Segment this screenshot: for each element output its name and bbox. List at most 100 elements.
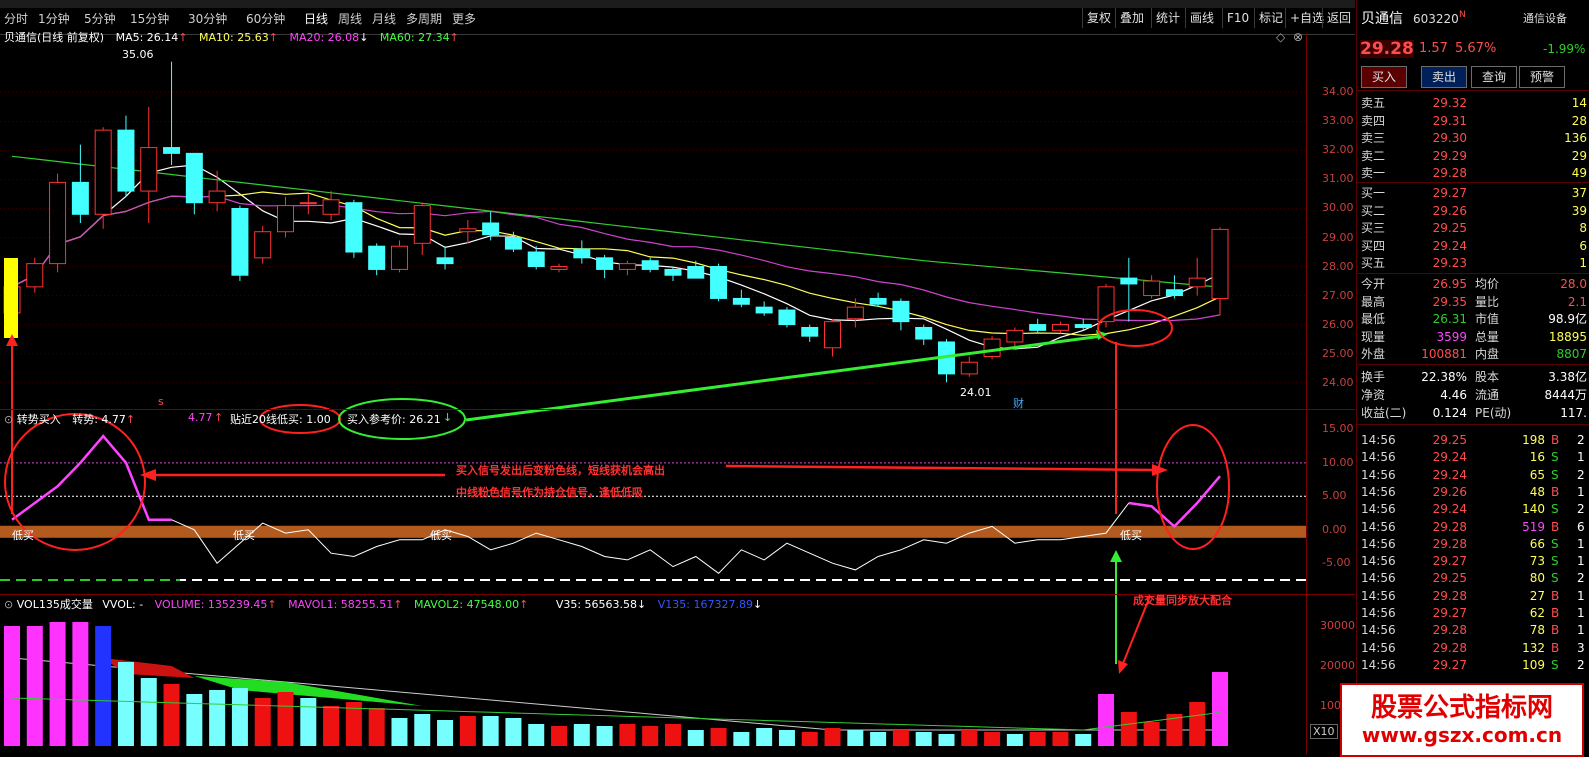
ma60-label: MA60: 27.34: [379, 31, 450, 44]
divider: [1357, 364, 1589, 365]
timeframe-2[interactable]: 5分钟: [84, 12, 116, 26]
diamond-icon[interactable]: ◇: [1276, 30, 1286, 44]
stat-label: 流通: [1475, 388, 1500, 402]
timeframe-6[interactable]: 日线: [304, 12, 329, 26]
stat-label: 换手: [1361, 370, 1386, 384]
v135-value: V135: 167327.89: [657, 598, 753, 611]
mavol-fill-green: [194, 676, 423, 706]
stat-value: 100881: [1421, 347, 1467, 361]
toolbar-button-0[interactable]: 复权: [1082, 8, 1115, 28]
volume-bar: [642, 726, 659, 746]
stat-value: 2.1: [1567, 294, 1587, 309]
timeframe-1[interactable]: 1分钟: [38, 12, 70, 26]
tick-price: 29.26: [1432, 484, 1467, 499]
tick-row: 14:56 29.24 140 S 2: [1357, 501, 1589, 518]
timeframe-10[interactable]: 更多: [452, 12, 477, 26]
tick-time: 14:56: [1361, 519, 1396, 534]
volume-bar: [26, 626, 43, 746]
tick-price: 29.28: [1432, 640, 1467, 655]
timeframe-7[interactable]: 周线: [338, 12, 363, 26]
arrow-head: [1110, 550, 1122, 562]
indicator-header: ⊙ 转势买入 转势: 4.77↑: [4, 413, 136, 426]
ask-row-volume: 29: [1571, 148, 1587, 163]
tick-count: 3: [1577, 640, 1585, 655]
price-change: 1.57: [1419, 41, 1448, 56]
volume-name: VOL135成交量: [16, 598, 93, 611]
price-axis-tick: 28.00: [1322, 259, 1354, 273]
candle-body: [117, 129, 135, 192]
volume-marker: [4, 258, 18, 338]
stat-value: 22.38%: [1421, 370, 1467, 384]
tick-direction: B: [1551, 519, 1560, 534]
candle-body: [504, 237, 522, 250]
query-button[interactable]: 查询: [1471, 66, 1517, 88]
ask-row-label: 卖一: [1361, 166, 1386, 180]
candle-body: [1165, 289, 1183, 297]
tick-volume: 80: [1529, 571, 1545, 586]
tick-row: 14:56 29.28 66 S 1: [1357, 536, 1589, 553]
tick-direction: B: [1551, 588, 1560, 603]
zoom-x10[interactable]: X10: [1310, 724, 1338, 739]
annotation-ellipse: [338, 398, 466, 440]
tick-price: 29.25: [1432, 433, 1467, 447]
toolbar-button-5[interactable]: 标记: [1254, 8, 1287, 28]
stat-label: PE(动): [1475, 406, 1512, 420]
candle-body: [231, 207, 249, 276]
tick-time: 14:56: [1361, 623, 1396, 638]
candle-body: [1006, 329, 1024, 343]
tick-volume: 198: [1522, 433, 1545, 447]
volume-bar: [1075, 734, 1092, 746]
volume-bar: [847, 730, 864, 746]
sell-button[interactable]: 卖出: [1421, 66, 1467, 88]
stat-row: 收益(二) 0.124 PE(动) 117.: [1357, 404, 1589, 422]
stock-code: 603220: [1413, 12, 1459, 26]
toolbar-button-2[interactable]: 统计: [1151, 8, 1184, 28]
toolbar-button-6[interactable]: +自选: [1285, 8, 1328, 28]
timeframe-9[interactable]: 多周期: [406, 12, 443, 26]
tick-count: 2: [1577, 467, 1585, 482]
toolbar-button-7[interactable]: 返回: [1322, 8, 1355, 28]
stat-label: 外盘: [1361, 347, 1386, 361]
price-change-pct: 5.67%: [1455, 41, 1497, 56]
toolbar-button-3[interactable]: 画线: [1185, 8, 1218, 28]
bid-row: 买四 29.24 6: [1357, 237, 1589, 255]
volume-bar: [915, 732, 932, 746]
vvol-label: VVOL: -: [102, 598, 144, 611]
timeframe-4[interactable]: 30分钟: [188, 12, 228, 26]
buy-button[interactable]: 买入: [1361, 66, 1407, 88]
toolbar-button-1[interactable]: 叠加: [1115, 8, 1148, 28]
bid-row: 买二 29.26 39: [1357, 202, 1589, 220]
volume-bar: [4, 626, 20, 746]
volume-axis-tick: 30000: [1320, 619, 1355, 632]
indicator-axis-tick: -5.00: [1322, 556, 1351, 570]
tick-count: 1: [1577, 623, 1585, 638]
volume-bar: [140, 678, 157, 746]
stat-value: 0.124: [1432, 406, 1467, 420]
ma20-line: [11, 195, 1221, 322]
ask-row-label: 卖五: [1361, 96, 1386, 110]
stat-label: 现量: [1361, 329, 1386, 344]
candle-body: [915, 326, 933, 340]
mavol-fill-red: [103, 658, 195, 678]
collapse-icon[interactable]: ⊗: [1293, 30, 1304, 44]
volume-bar: [528, 724, 545, 746]
tick-direction: S: [1551, 450, 1559, 465]
alert-button[interactable]: 预警: [1519, 66, 1565, 88]
timeframe-3[interactable]: 15分钟: [130, 12, 170, 26]
candle-body: [755, 306, 773, 314]
chart-area[interactable]: [0, 34, 1355, 754]
annotation-arrow: [465, 334, 1103, 422]
price-axis-tick: 24.00: [1322, 375, 1354, 389]
annotation-arrow: [1121, 595, 1151, 667]
settings-label[interactable]: 通信设备: [1523, 12, 1567, 25]
tick-volume: 132: [1522, 640, 1545, 655]
timeframe-0[interactable]: 分时: [4, 12, 29, 26]
indicator-name: 转势买入: [16, 413, 61, 426]
toolbar-button-4[interactable]: F10: [1222, 8, 1253, 28]
volume-bar: [1143, 722, 1160, 746]
timeframe-8[interactable]: 月线: [372, 12, 397, 26]
timeframe-5[interactable]: 60分钟: [246, 12, 286, 26]
candle-body: [1188, 277, 1206, 288]
candle-body: [846, 306, 864, 320]
volume-bar: [323, 706, 340, 746]
